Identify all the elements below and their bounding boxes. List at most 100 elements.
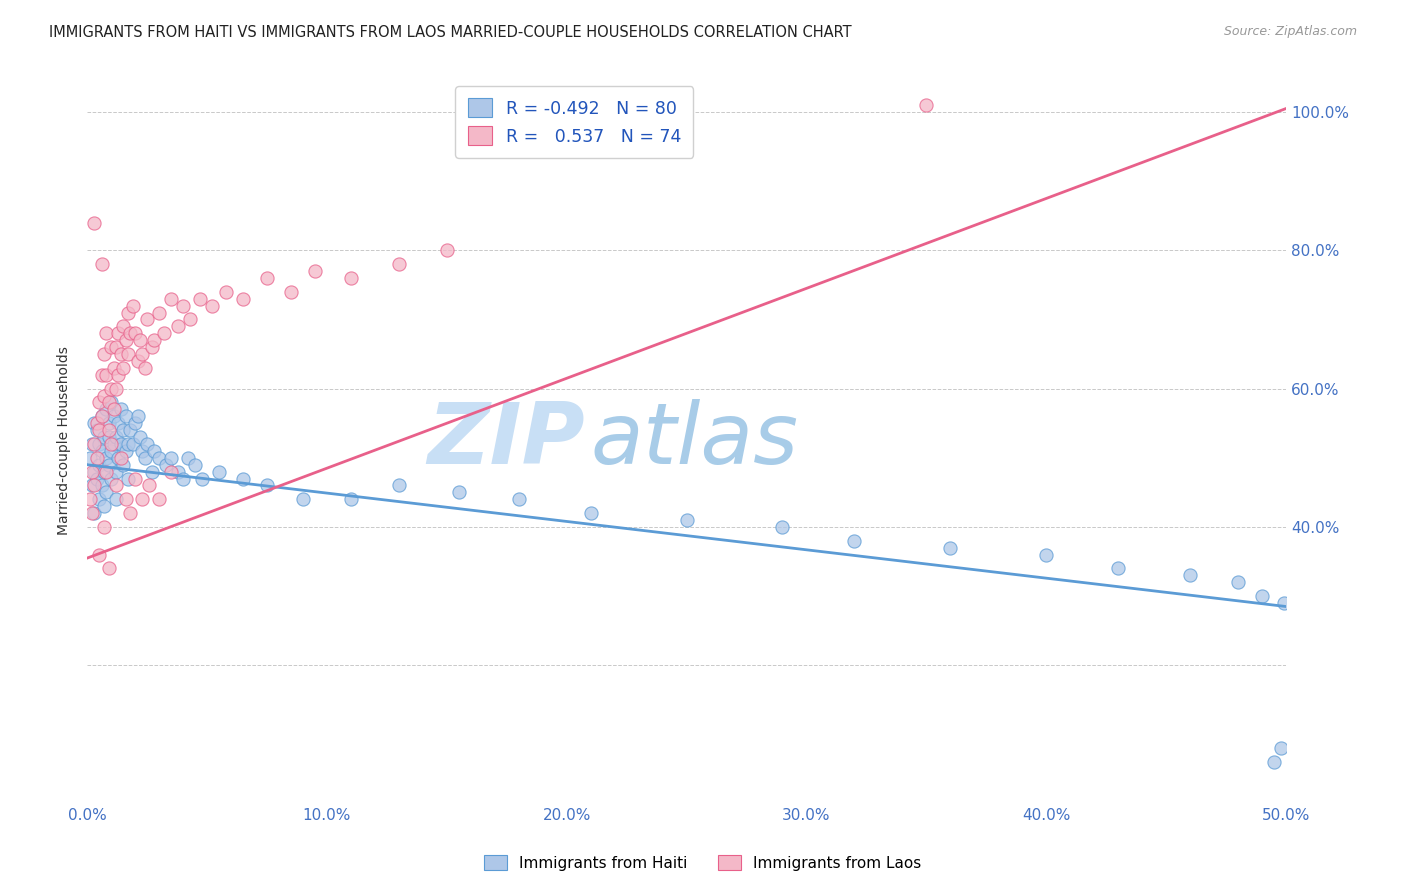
Point xyxy=(141,340,163,354)
Point xyxy=(340,271,363,285)
Point xyxy=(79,492,101,507)
Point xyxy=(100,443,122,458)
Point xyxy=(104,478,127,492)
Point xyxy=(184,458,207,472)
Point xyxy=(1107,561,1129,575)
Point xyxy=(208,465,231,479)
Point xyxy=(177,450,200,465)
Point xyxy=(90,443,112,458)
Point xyxy=(100,472,122,486)
Point xyxy=(141,465,163,479)
Point xyxy=(160,292,183,306)
Point xyxy=(107,368,129,382)
Point xyxy=(215,285,238,299)
Point xyxy=(86,423,108,437)
Point xyxy=(89,548,111,562)
Point xyxy=(148,492,170,507)
Point xyxy=(103,409,125,424)
Point xyxy=(103,437,125,451)
Point xyxy=(121,437,143,451)
Point xyxy=(96,368,118,382)
Point xyxy=(388,257,411,271)
Point xyxy=(939,541,962,555)
Point xyxy=(89,395,111,409)
Point xyxy=(136,437,159,451)
Point xyxy=(83,465,105,479)
Point xyxy=(100,437,122,451)
Point xyxy=(103,360,125,375)
Point xyxy=(104,340,127,354)
Point xyxy=(100,340,122,354)
Point xyxy=(153,326,176,341)
Point xyxy=(129,333,152,347)
Point xyxy=(97,458,120,472)
Point xyxy=(129,430,152,444)
Point xyxy=(131,443,153,458)
Point xyxy=(83,216,105,230)
Point xyxy=(86,416,108,430)
Point xyxy=(89,437,111,451)
Point xyxy=(114,409,136,424)
Point xyxy=(96,326,118,341)
Point xyxy=(83,416,105,430)
Point xyxy=(201,299,224,313)
Point xyxy=(172,299,194,313)
Point xyxy=(93,347,115,361)
Point xyxy=(143,333,166,347)
Point xyxy=(86,472,108,486)
Point xyxy=(120,326,142,341)
Point xyxy=(117,347,139,361)
Point xyxy=(86,450,108,465)
Point xyxy=(117,305,139,319)
Point xyxy=(134,450,156,465)
Point xyxy=(80,465,103,479)
Point xyxy=(83,437,105,451)
Point xyxy=(100,382,122,396)
Point xyxy=(114,443,136,458)
Point xyxy=(675,513,697,527)
Point xyxy=(143,443,166,458)
Point xyxy=(127,409,149,424)
Point xyxy=(97,423,120,437)
Point xyxy=(97,561,120,575)
Point xyxy=(915,98,938,112)
Point xyxy=(155,458,177,472)
Point xyxy=(96,465,118,479)
Point xyxy=(80,437,103,451)
Point xyxy=(256,478,278,492)
Point xyxy=(97,430,120,444)
Point xyxy=(90,478,112,492)
Text: IMMIGRANTS FROM HAITI VS IMMIGRANTS FROM LAOS MARRIED-COUPLE HOUSEHOLDS CORRELAT: IMMIGRANTS FROM HAITI VS IMMIGRANTS FROM… xyxy=(49,25,852,40)
Point xyxy=(112,360,135,375)
Point xyxy=(89,492,111,507)
Point xyxy=(148,450,170,465)
Point xyxy=(112,319,135,334)
Point xyxy=(447,485,470,500)
Point xyxy=(340,492,363,507)
Point xyxy=(90,409,112,424)
Point xyxy=(291,492,314,507)
Point xyxy=(110,450,132,465)
Point xyxy=(1178,568,1201,582)
Point xyxy=(79,450,101,465)
Point xyxy=(148,305,170,319)
Point xyxy=(232,292,254,306)
Point xyxy=(90,409,112,424)
Point xyxy=(104,465,127,479)
Point xyxy=(256,271,278,285)
Point xyxy=(100,395,122,409)
Point xyxy=(167,319,190,334)
Point xyxy=(172,472,194,486)
Point xyxy=(104,382,127,396)
Point xyxy=(96,450,118,465)
Point xyxy=(160,450,183,465)
Point xyxy=(83,506,105,520)
Point xyxy=(127,354,149,368)
Legend: Immigrants from Haiti, Immigrants from Laos: Immigrants from Haiti, Immigrants from L… xyxy=(475,846,931,880)
Point xyxy=(136,312,159,326)
Point xyxy=(89,458,111,472)
Point xyxy=(93,430,115,444)
Point xyxy=(114,333,136,347)
Point xyxy=(97,416,120,430)
Point xyxy=(90,368,112,382)
